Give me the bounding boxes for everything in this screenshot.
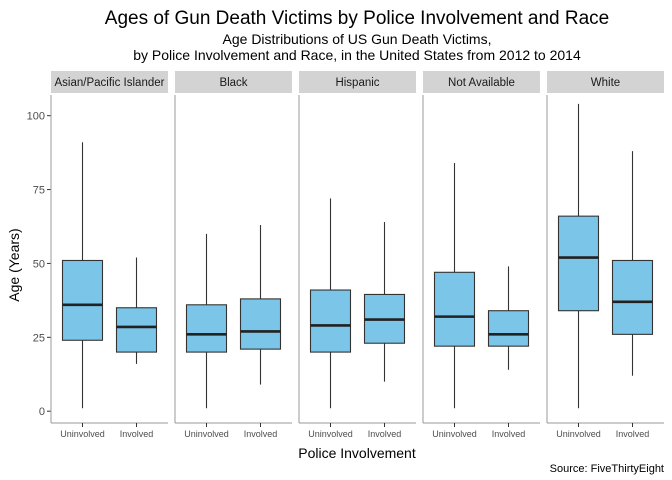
chart-subtitle-line: by Police Involvement and Race, in the U…: [133, 47, 581, 63]
y-tick-label: 25: [33, 332, 45, 344]
box: [115, 257, 158, 364]
facet-strip: [51, 71, 168, 93]
iqr-box: [487, 310, 530, 347]
facet-strip-label: Hispanic: [335, 77, 379, 89]
chart-subtitle: Age Distributions of US Gun Death Victim…: [133, 31, 581, 63]
chart-title: Ages of Gun Death Victims by Police Invo…: [105, 8, 609, 29]
facet-panel: Black Uninvolved Involved: [174, 71, 292, 439]
facet-strip-label: Asian/Pacific Islander: [55, 77, 165, 89]
iqr-box: [557, 215, 600, 312]
x-tick-label: Involved: [244, 429, 278, 439]
box: [363, 222, 406, 382]
x-tick-label: Involved: [368, 429, 402, 439]
box: [611, 151, 654, 376]
facet-strip: [423, 71, 540, 93]
x-tick-label: Uninvolved: [308, 429, 353, 439]
box: [185, 233, 228, 409]
box: [557, 103, 600, 409]
box: [61, 142, 104, 409]
facet-strip: [547, 71, 664, 93]
iqr-box: [239, 298, 282, 350]
y-tick-label: 75: [33, 185, 45, 197]
x-tick-label: Uninvolved: [60, 429, 105, 439]
facet-panels: Asian/Pacific Islander Uninvolved Involved…: [50, 71, 664, 439]
x-tick-label: Involved: [616, 429, 650, 439]
iqr-box: [433, 271, 476, 347]
y-tick-label: 0: [39, 406, 45, 418]
x-tick-label: Uninvolved: [184, 429, 229, 439]
source-caption: Source: FiveThirtyEight: [550, 463, 664, 475]
x-tick-label: Uninvolved: [556, 429, 601, 439]
facet-strip-label: White: [591, 77, 620, 89]
facet-panel: Hispanic Uninvolved Involved: [298, 71, 416, 439]
facet-strip-label: Not Available: [448, 77, 515, 89]
iqr-box: [185, 304, 228, 353]
x-tick-label: Involved: [120, 429, 154, 439]
box: [309, 198, 352, 409]
facet-panel: Asian/Pacific Islander Uninvolved Involved: [50, 71, 168, 439]
box: [487, 266, 530, 370]
y-tick-label: 50: [33, 258, 45, 270]
y-axis-title: Age (Years): [6, 228, 22, 301]
facet-strip-label: Black: [219, 77, 247, 89]
chart-subtitle-line: Age Distributions of US Gun Death Victim…: [223, 31, 492, 47]
x-tick-label: Uninvolved: [432, 429, 477, 439]
iqr-box: [611, 259, 654, 335]
facet-panel: White Uninvolved Involved: [546, 71, 664, 439]
facet-strip: [299, 71, 416, 93]
x-tick-label: Involved: [492, 429, 526, 439]
y-tick-label: 100: [27, 111, 45, 123]
iqr-box: [115, 307, 158, 353]
facet-strip: [175, 71, 292, 93]
y-axis: 0 25 50 75 100: [27, 111, 51, 418]
facet-panel: Not Available Uninvolved Involved: [422, 71, 540, 439]
iqr-box: [61, 259, 104, 341]
x-axis-title: Police Involvement: [298, 445, 416, 461]
iqr-box: [309, 289, 352, 353]
box: [433, 162, 476, 409]
box: [239, 225, 282, 385]
